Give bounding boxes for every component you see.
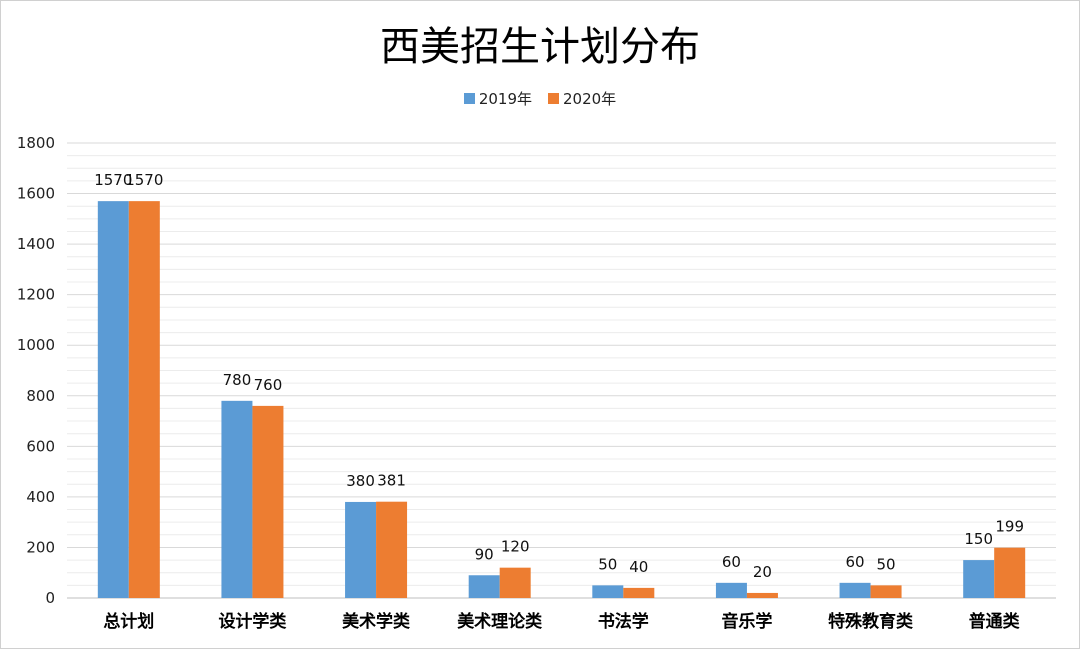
bar-2020 — [252, 405, 284, 598]
data-label-2019: 150 — [964, 530, 993, 548]
x-category-label: 设计学类 — [218, 611, 287, 632]
bar-2020 — [870, 585, 902, 598]
data-label-2020: 760 — [254, 376, 283, 394]
x-category-label: 美术理论类 — [457, 611, 543, 632]
bar-2019 — [963, 560, 995, 598]
y-tick-label: 600 — [26, 437, 55, 455]
legend-item-2020: 2020年 — [548, 88, 616, 109]
y-tick-label: 1200 — [17, 286, 55, 304]
data-label-2019: 50 — [598, 555, 617, 573]
data-label-2019: 60 — [722, 553, 741, 571]
data-label-2020: 1570 — [125, 171, 163, 189]
bar-2019 — [715, 582, 747, 598]
bar-2020 — [499, 567, 531, 598]
y-tick-label: 1800 — [17, 134, 55, 152]
legend: 2019年 2020年 — [0, 88, 1080, 109]
bar-2020 — [994, 547, 1026, 598]
x-category-label: 音乐学 — [721, 611, 772, 632]
y-tick-label: 200 — [26, 538, 55, 556]
data-label-2020: 40 — [629, 558, 648, 576]
x-category-label: 总计划 — [103, 611, 154, 632]
legend-swatch-2020 — [548, 93, 559, 104]
bar-2019 — [839, 582, 871, 598]
y-tick-label: 1000 — [17, 336, 55, 354]
data-label-2020: 381 — [377, 472, 406, 490]
data-label-2020: 50 — [877, 555, 896, 573]
x-category-label: 美术学类 — [342, 611, 411, 632]
bar-2020 — [623, 587, 655, 598]
data-label-2020: 199 — [995, 518, 1024, 536]
data-label-2020: 120 — [501, 538, 530, 556]
y-tick-label: 0 — [45, 589, 55, 607]
bar-2020 — [376, 501, 408, 598]
x-category-label: 特殊教育类 — [828, 611, 914, 632]
legend-swatch-2019 — [463, 93, 475, 104]
x-category-label: 书法学 — [598, 611, 649, 632]
legend-label-2020: 2020年 — [563, 90, 617, 108]
bar-2020 — [746, 592, 778, 598]
chart-title: 西美招生计划分布 — [380, 24, 700, 70]
y-tick-label: 400 — [26, 488, 55, 506]
legend-label-2019: 2019年 — [478, 90, 532, 108]
data-label-2019: 1570 — [94, 171, 132, 189]
legend-item-2019: 2019年 — [463, 88, 532, 109]
bar-2019 — [97, 201, 129, 598]
y-tick-label: 800 — [26, 387, 55, 405]
data-label-2020: 20 — [753, 563, 772, 581]
bar-2020 — [128, 201, 160, 598]
data-label-2019: 60 — [846, 553, 865, 571]
data-label-2019: 90 — [475, 545, 494, 563]
y-tick-label: 1400 — [17, 235, 55, 253]
bar-2019 — [592, 585, 624, 598]
x-category-label: 普通类 — [969, 611, 1021, 632]
bar-2019 — [345, 501, 377, 598]
bar-2019 — [221, 400, 253, 598]
y-tick-label: 1600 — [17, 185, 55, 203]
data-label-2019: 380 — [346, 472, 375, 490]
bar-2019 — [468, 575, 500, 598]
data-label-2019: 780 — [223, 371, 252, 389]
